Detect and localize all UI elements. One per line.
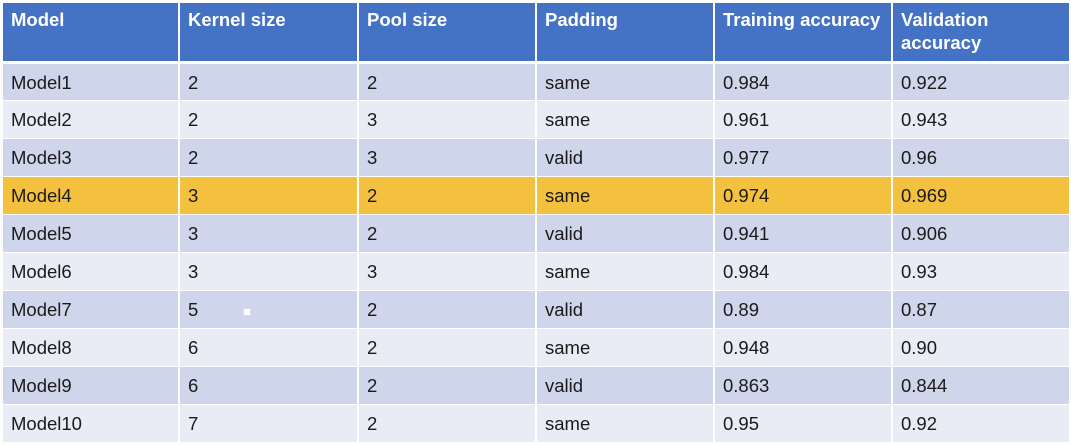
- cell-training-accuracy: 0.941: [714, 214, 893, 253]
- cell-model: Model5: [3, 214, 180, 253]
- header-validation-accuracy: Validation accuracy: [892, 3, 1069, 64]
- cell-model: Model2: [3, 100, 180, 139]
- cell-padding: same: [536, 252, 715, 291]
- cell-padding: valid: [536, 214, 715, 253]
- cell-pool-size: 3: [358, 252, 537, 291]
- cell-validation-accuracy: 0.943: [892, 100, 1069, 139]
- header-pool-size: Pool size: [358, 3, 537, 64]
- cell-pool-size: 3: [358, 138, 537, 177]
- cell-kernel-size: 3: [179, 176, 359, 215]
- cell-kernel-size: 3: [179, 252, 359, 291]
- table-row: Model3 2 3 valid 0.977 0.96: [3, 138, 1069, 177]
- table-row: Model5 3 2 valid 0.941 0.906: [3, 214, 1069, 253]
- cell-model: Model9: [3, 366, 180, 405]
- cell-kernel-size: 3: [179, 214, 359, 253]
- table-header: Model Kernel size Pool size Padding Trai…: [3, 3, 1069, 64]
- cell-training-accuracy: 0.89: [714, 290, 893, 329]
- header-model: Model: [3, 3, 180, 64]
- cell-validation-accuracy: 0.844: [892, 366, 1069, 405]
- cell-pool-size: 2: [358, 366, 537, 405]
- header-training-accuracy: Training accuracy: [714, 3, 893, 64]
- table-body: Model1 2 2 same 0.984 0.922 Model2 2 3 same 0.961 0…: [3, 62, 1069, 443]
- cell-padding: same: [536, 328, 715, 367]
- cell-model: Model7: [3, 290, 180, 329]
- cell-validation-accuracy: 0.93: [892, 252, 1069, 291]
- cell-pool-size: 2: [358, 176, 537, 215]
- table-row: Model4 3 2 same 0.974 0.969: [3, 176, 1069, 215]
- cell-model: Model6: [3, 252, 180, 291]
- cell-kernel-size: 2: [179, 138, 359, 177]
- cell-training-accuracy: 0.95: [714, 404, 893, 443]
- cell-kernel-size: 2: [179, 62, 359, 101]
- cell-model: Model1: [3, 62, 180, 101]
- cell-validation-accuracy: 0.90: [892, 328, 1069, 367]
- cell-pool-size: 2: [358, 62, 537, 101]
- cell-model: Model10: [3, 404, 180, 443]
- table-row: Model2 2 3 same 0.961 0.943: [3, 100, 1069, 139]
- table-row: Model9 6 2 valid 0.863 0.844: [3, 366, 1069, 405]
- small-square-marker: [243, 308, 251, 316]
- header-kernel-size: Kernel size: [179, 3, 359, 64]
- cell-pool-size: 3: [358, 100, 537, 139]
- cell-model: Model8: [3, 328, 180, 367]
- cell-padding: same: [536, 62, 715, 101]
- cell-validation-accuracy: 0.922: [892, 62, 1069, 101]
- cell-kernel-size: 6: [179, 328, 359, 367]
- cell-padding: same: [536, 176, 715, 215]
- model-comparison-table: Model Kernel size Pool size Padding Trai…: [3, 3, 1069, 443]
- cell-model: Model4: [3, 176, 180, 215]
- cell-validation-accuracy: 0.969: [892, 176, 1069, 215]
- table-row: Model10 7 2 same 0.95 0.92: [3, 404, 1069, 443]
- cell-kernel-size: 7: [179, 404, 359, 443]
- cell-validation-accuracy: 0.92: [892, 404, 1069, 443]
- cell-kernel-size: 6: [179, 366, 359, 405]
- cell-validation-accuracy: 0.906: [892, 214, 1069, 253]
- cell-training-accuracy: 0.961: [714, 100, 893, 139]
- table-row: Model7 5 2 valid 0.89 0.87: [3, 290, 1069, 329]
- cell-validation-accuracy: 0.87: [892, 290, 1069, 329]
- cell-training-accuracy: 0.863: [714, 366, 893, 405]
- cell-pool-size: 2: [358, 214, 537, 253]
- table-row: Model1 2 2 same 0.984 0.922: [3, 62, 1069, 101]
- cell-training-accuracy: 0.948: [714, 328, 893, 367]
- cell-training-accuracy: 0.984: [714, 252, 893, 291]
- cell-model: Model3: [3, 138, 180, 177]
- cell-training-accuracy: 0.977: [714, 138, 893, 177]
- cell-kernel-size: 2: [179, 100, 359, 139]
- header-padding: Padding: [536, 3, 715, 64]
- cell-training-accuracy: 0.974: [714, 176, 893, 215]
- cell-pool-size: 2: [358, 404, 537, 443]
- cell-kernel-size: 5: [179, 290, 359, 329]
- cell-padding: valid: [536, 366, 715, 405]
- cell-padding: same: [536, 100, 715, 139]
- cell-training-accuracy: 0.984: [714, 62, 893, 101]
- table-row: Model8 6 2 same 0.948 0.90: [3, 328, 1069, 367]
- table-row: Model6 3 3 same 0.984 0.93: [3, 252, 1069, 291]
- cell-padding: same: [536, 404, 715, 443]
- cell-pool-size: 2: [358, 328, 537, 367]
- header-row: Model Kernel size Pool size Padding Trai…: [3, 3, 1069, 64]
- cell-validation-accuracy: 0.96: [892, 138, 1069, 177]
- cell-padding: valid: [536, 138, 715, 177]
- cell-padding: valid: [536, 290, 715, 329]
- cell-pool-size: 2: [358, 290, 537, 329]
